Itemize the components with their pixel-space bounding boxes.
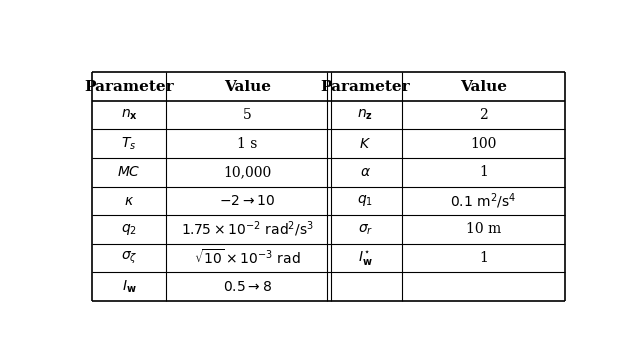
Text: $q_2$: $q_2$ — [121, 222, 137, 237]
Text: $I_{\mathbf{w}}$: $I_{\mathbf{w}}$ — [122, 278, 136, 295]
Text: $\sqrt{10} \times 10^{-3}\ \mathrm{rad}$: $\sqrt{10} \times 10^{-3}\ \mathrm{rad}$ — [194, 248, 301, 268]
Text: $1.75 \times 10^{-2}\ \mathrm{rad}^2/\mathrm{s}^3$: $1.75 \times 10^{-2}\ \mathrm{rad}^2/\ma… — [180, 220, 314, 239]
Text: 1: 1 — [479, 165, 488, 179]
Text: $\sigma_{\zeta}$: $\sigma_{\zeta}$ — [121, 250, 138, 266]
Text: Parameter: Parameter — [84, 80, 174, 94]
Text: Parameter: Parameter — [321, 80, 410, 94]
Text: 5: 5 — [243, 108, 252, 122]
Text: $T_s$: $T_s$ — [122, 136, 137, 152]
Text: $n_{\mathbf{z}}$: $n_{\mathbf{z}}$ — [357, 108, 373, 122]
Text: $K$: $K$ — [360, 137, 371, 151]
Text: $0.1\ \mathrm{m}^2/\mathrm{s}^4$: $0.1\ \mathrm{m}^2/\mathrm{s}^4$ — [451, 191, 516, 211]
Text: $-2 \rightarrow 10$: $-2 \rightarrow 10$ — [219, 194, 275, 208]
Text: 100: 100 — [470, 137, 497, 151]
Text: 1: 1 — [479, 251, 488, 265]
Text: $0.5 \rightarrow 8$: $0.5 \rightarrow 8$ — [223, 280, 272, 294]
Text: 10,000: 10,000 — [223, 165, 271, 179]
Text: $\alpha$: $\alpha$ — [360, 165, 371, 179]
Text: $MC$: $MC$ — [117, 165, 141, 179]
Text: $\kappa$: $\kappa$ — [124, 194, 134, 208]
Text: Value: Value — [460, 80, 507, 94]
Text: 10 m: 10 m — [466, 222, 501, 236]
Text: $\sigma_r$: $\sigma_r$ — [358, 222, 373, 237]
Text: 1 s: 1 s — [237, 137, 257, 151]
Text: $I_{\mathbf{w}}^{\star}$: $I_{\mathbf{w}}^{\star}$ — [358, 248, 372, 268]
Text: 2: 2 — [479, 108, 488, 122]
Text: $q_1$: $q_1$ — [357, 193, 373, 208]
Text: $n_{\mathbf{x}}$: $n_{\mathbf{x}}$ — [120, 108, 138, 122]
Text: Value: Value — [224, 80, 271, 94]
